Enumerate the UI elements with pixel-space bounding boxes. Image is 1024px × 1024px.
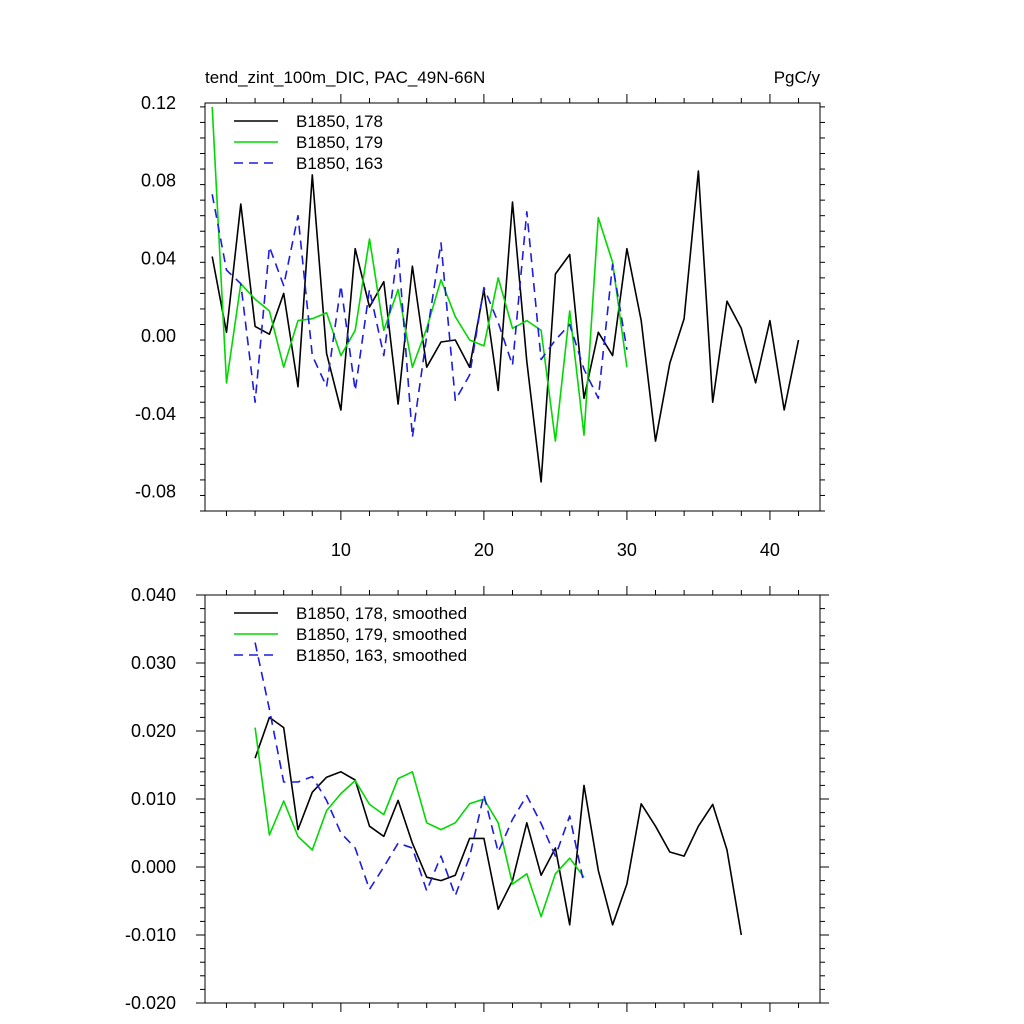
y-tick-label: -0.010 (125, 925, 176, 945)
x-tick-label: 40 (760, 540, 780, 560)
y-tick-label: -0.04 (135, 404, 176, 424)
y-tick-label: 0.000 (131, 857, 176, 877)
y-tick-label: -0.08 (135, 482, 176, 502)
series-line (211, 170, 800, 483)
legend-label: B1850, 178 (296, 112, 383, 131)
y-tick-label: 0.00 (141, 326, 176, 346)
y-tick-label: 0.04 (141, 248, 176, 268)
y-tick-label: 0.010 (131, 789, 176, 809)
legend-label: B1850, 179 (296, 133, 383, 152)
x-tick-label: 20 (474, 540, 494, 560)
series-line (211, 194, 628, 439)
y-tick-label: 0.12 (141, 93, 176, 113)
bottom-panel: 0.040 0.030 0.020 0.010 0.000 -0.010 -0.020 B18… (125, 585, 829, 1013)
legend-label: B1850, 179, smoothed (296, 625, 467, 644)
series-line (254, 727, 585, 918)
series-line (254, 642, 585, 897)
y-tick-label: -0.020 (125, 993, 176, 1013)
chart-title: tend_zint_100m_DIC, PAC_49N-66N (205, 68, 485, 87)
units-label: PgC/y (774, 68, 821, 87)
series-line (254, 716, 743, 936)
legend-label: B1850, 163 (296, 154, 383, 173)
series-line (211, 106, 628, 442)
legend-label: B1850, 163, smoothed (296, 646, 467, 665)
y-tick-label: 0.020 (131, 721, 176, 741)
x-tick-label: 10 (331, 540, 351, 560)
x-tick-label: 30 (617, 540, 637, 560)
top-panel: 10 20 30 40 0.12 0.08 0.04 0.00 -0.04 -0.08 B1850,… (135, 93, 825, 560)
y-tick-label: 0.08 (141, 171, 176, 191)
legend-label: B1850, 178, smoothed (296, 604, 467, 623)
y-tick-label: 0.040 (131, 585, 176, 605)
y-tick-label: 0.030 (131, 653, 176, 673)
